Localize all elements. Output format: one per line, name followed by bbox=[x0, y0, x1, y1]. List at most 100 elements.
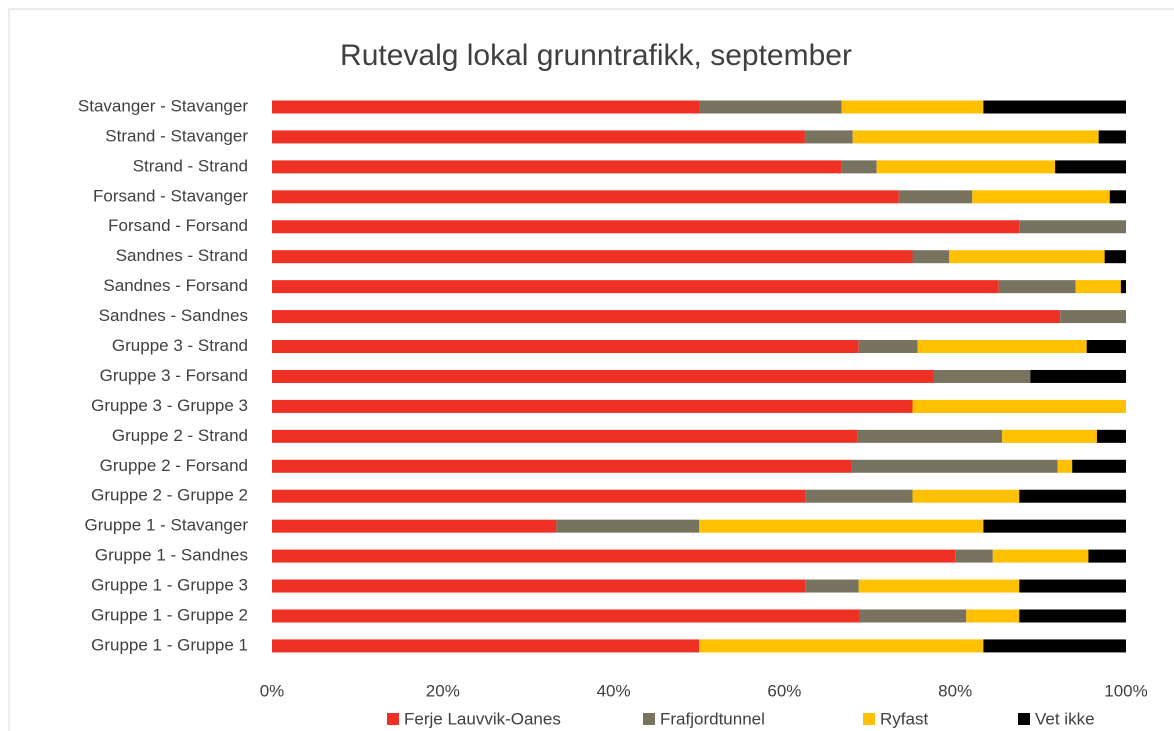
bar-segment bbox=[949, 250, 1105, 264]
bar-segment bbox=[272, 130, 805, 144]
bar-segment bbox=[992, 549, 1089, 563]
bar-segment bbox=[1086, 340, 1126, 354]
y-tick-label: Gruppe 3 - Gruppe 3 bbox=[91, 396, 248, 415]
bar-segment bbox=[859, 609, 967, 623]
bar-segment bbox=[917, 340, 1087, 354]
bar-segment bbox=[272, 369, 933, 383]
bar-segment bbox=[272, 190, 899, 204]
x-tick-label: 0% bbox=[260, 681, 285, 700]
bar-segment bbox=[272, 280, 999, 294]
bar-segment bbox=[998, 280, 1076, 294]
bar-segment bbox=[699, 639, 984, 653]
bar-segment bbox=[272, 519, 557, 533]
x-tick-label: 80% bbox=[938, 681, 972, 700]
bar-segment bbox=[805, 489, 913, 503]
bar-segment bbox=[1098, 130, 1126, 144]
bar-segment bbox=[932, 369, 1031, 383]
legend-swatch bbox=[643, 713, 655, 725]
y-tick-label: Gruppe 3 - Strand bbox=[112, 336, 248, 355]
bar-segment bbox=[1104, 250, 1126, 264]
bar-segment bbox=[983, 519, 1126, 533]
bar-segment bbox=[898, 190, 973, 204]
bar-segment bbox=[272, 549, 956, 563]
bar-segment bbox=[1060, 310, 1126, 324]
bar-segment bbox=[1055, 160, 1126, 174]
x-tick-label: 60% bbox=[767, 681, 801, 700]
bar-segment bbox=[272, 220, 1020, 234]
bar-segment bbox=[1075, 280, 1121, 294]
legend-label: Vet ikke bbox=[1035, 709, 1095, 728]
bar-segment bbox=[1088, 549, 1126, 563]
y-tick-label: Sandnes - Forsand bbox=[103, 276, 248, 295]
legend-label: Frafjordtunnel bbox=[660, 709, 765, 728]
bar-segment bbox=[272, 429, 858, 443]
bar-segment bbox=[272, 160, 842, 174]
bar-segment bbox=[966, 609, 1020, 623]
bar-segment bbox=[1072, 459, 1126, 473]
bar-segment bbox=[272, 250, 913, 264]
bar-segment bbox=[1057, 459, 1073, 473]
bar-segment bbox=[912, 250, 950, 264]
y-tick-label: Gruppe 2 - Forsand bbox=[100, 456, 248, 475]
y-tick-label: Gruppe 3 - Forsand bbox=[100, 366, 248, 385]
bar-segment bbox=[912, 399, 1126, 413]
bar-segment bbox=[272, 459, 852, 473]
bar-segment bbox=[876, 160, 1056, 174]
legend-swatch bbox=[863, 713, 875, 725]
y-tick-label: Strand - Stavanger bbox=[105, 126, 248, 145]
y-tick-label: Forsand - Forsand bbox=[108, 216, 248, 235]
bar-segment bbox=[272, 100, 699, 114]
y-tick-label: Stavanger - Stavanger bbox=[78, 96, 248, 115]
bar-segment bbox=[912, 489, 1020, 503]
bar-segment bbox=[272, 399, 913, 413]
y-tick-label: Gruppe 2 - Gruppe 2 bbox=[91, 486, 248, 505]
bar-segment bbox=[805, 579, 859, 593]
bar-segment bbox=[1120, 280, 1126, 294]
y-tick-label: Sandnes - Sandnes bbox=[99, 306, 248, 325]
bar-segment bbox=[851, 459, 1058, 473]
bar-segment bbox=[272, 579, 806, 593]
legend-label: Ferje Lauvvik-Oanes bbox=[404, 709, 561, 728]
bar-segment bbox=[858, 340, 918, 354]
bar-segment bbox=[272, 489, 806, 503]
bar-segment bbox=[272, 340, 859, 354]
y-tick-label: Sandnes - Strand bbox=[116, 246, 248, 265]
bar-segment bbox=[955, 549, 993, 563]
legend-swatch bbox=[1018, 713, 1030, 725]
bar-segment bbox=[841, 100, 984, 114]
x-tick-label: 100% bbox=[1104, 681, 1147, 700]
bar-segment bbox=[699, 519, 984, 533]
legend-swatch bbox=[387, 713, 399, 725]
bar-segment bbox=[1030, 369, 1126, 383]
bar-segment bbox=[857, 429, 1003, 443]
y-tick-label: Gruppe 1 - Gruppe 2 bbox=[91, 605, 248, 624]
chart-title: Rutevalg lokal grunntrafikk, september bbox=[340, 39, 852, 72]
bar-segment bbox=[556, 519, 699, 533]
bar-segment bbox=[699, 100, 842, 114]
bar-segment bbox=[841, 160, 877, 174]
bar-segment bbox=[1019, 609, 1126, 623]
bar-segment bbox=[1019, 220, 1126, 234]
y-tick-label: Gruppe 2 - Strand bbox=[112, 426, 248, 445]
bar-segment bbox=[1109, 190, 1126, 204]
y-tick-label: Forsand - Stavanger bbox=[93, 186, 248, 205]
bar-segment bbox=[1096, 429, 1126, 443]
bar-segment bbox=[1019, 579, 1126, 593]
y-tick-label: Gruppe 1 - Gruppe 3 bbox=[91, 576, 248, 595]
bar-segment bbox=[272, 609, 860, 623]
bar-segment bbox=[983, 639, 1126, 653]
legend-label: Ryfast bbox=[880, 709, 928, 728]
bar-segment bbox=[972, 190, 1110, 204]
y-tick-label: Gruppe 1 - Stavanger bbox=[85, 516, 249, 535]
y-tick-label: Gruppe 1 - Sandnes bbox=[95, 546, 248, 565]
bar-segment bbox=[272, 310, 1061, 324]
y-tick-label: Gruppe 1 - Gruppe 1 bbox=[91, 635, 248, 654]
bar-segment bbox=[858, 579, 1020, 593]
x-tick-label: 40% bbox=[597, 681, 631, 700]
bar-segment bbox=[983, 100, 1126, 114]
bar-segment bbox=[804, 130, 853, 144]
bar-segment bbox=[852, 130, 1099, 144]
bar-segment bbox=[1002, 429, 1097, 443]
bar-segment bbox=[272, 639, 699, 653]
